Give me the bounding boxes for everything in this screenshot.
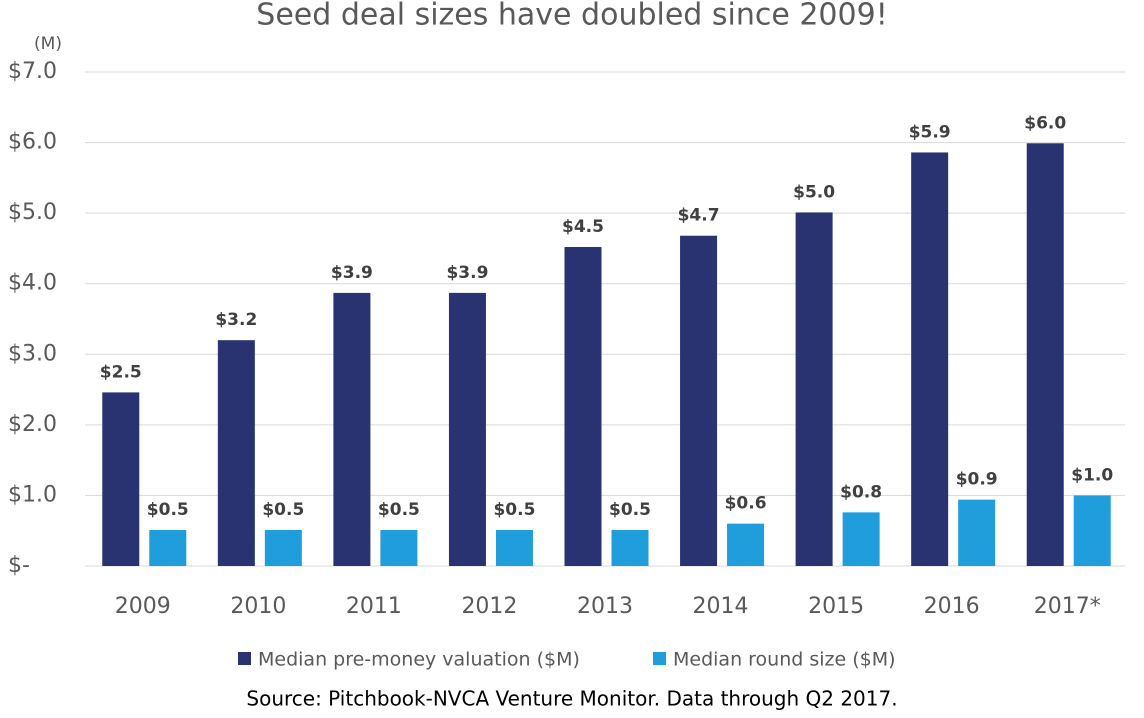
- y-unit-label: (M): [34, 34, 62, 54]
- x-tick-label: 2015: [808, 594, 864, 619]
- bar: [102, 392, 140, 566]
- bar: [380, 530, 418, 566]
- bar: [333, 292, 371, 566]
- data-label: $0.9: [956, 470, 998, 490]
- legend-label: Median round size ($M): [673, 649, 896, 671]
- data-label: $5.9: [909, 122, 951, 142]
- legend-label: Median pre-money valuation ($M): [258, 649, 580, 671]
- x-tick-label: 2013: [577, 594, 633, 619]
- data-label: $0.5: [262, 500, 304, 520]
- data-label: $3.9: [446, 263, 488, 283]
- bar: [564, 247, 602, 566]
- legend-swatch: [238, 652, 251, 665]
- y-tick-label: $3.0: [8, 341, 57, 366]
- data-label: $1.0: [1071, 465, 1113, 485]
- data-label: $0.5: [493, 500, 535, 520]
- bar: [264, 530, 302, 566]
- data-label: $0.6: [725, 494, 767, 514]
- x-tick-label: 2012: [461, 594, 517, 619]
- chart-title: Seed deal sizes have doubled since 2009!: [256, 0, 887, 33]
- x-tick-label: 2017*: [1034, 594, 1101, 619]
- data-label: $0.5: [609, 500, 651, 520]
- data-label: $5.0: [793, 182, 835, 202]
- y-tick-label: $-: [8, 553, 30, 578]
- y-tick-label: $6.0: [8, 130, 57, 155]
- x-tick-label: 2016: [924, 594, 980, 619]
- bar: [680, 235, 718, 566]
- data-label: $4.5: [562, 217, 604, 237]
- y-tick-label: $2.0: [8, 412, 57, 437]
- bar: [611, 530, 649, 566]
- data-label: $0.5: [378, 500, 420, 520]
- bar: [448, 292, 486, 566]
- bar: [1026, 143, 1064, 566]
- bar: [727, 523, 765, 566]
- bar: [217, 340, 255, 566]
- bar: [1073, 495, 1111, 566]
- y-tick-label: $7.0: [8, 59, 57, 84]
- y-tick-label: $1.0: [8, 482, 57, 507]
- data-label: $3.9: [331, 263, 373, 283]
- y-tick-label: $4.0: [8, 271, 57, 296]
- bar: [495, 530, 533, 566]
- data-label: $2.5: [100, 362, 142, 382]
- data-label: $0.5: [147, 500, 189, 520]
- x-tick-label: 2010: [230, 594, 286, 619]
- bar: [149, 530, 187, 566]
- legend-swatch: [653, 652, 666, 665]
- source-note: Source: Pitchbook-NVCA Venture Monitor. …: [246, 687, 897, 711]
- bar: [842, 512, 880, 566]
- data-label: $0.8: [840, 482, 882, 502]
- x-tick-label: 2009: [115, 594, 171, 619]
- data-label: $6.0: [1024, 113, 1066, 133]
- bar: [911, 152, 949, 567]
- data-label: $4.7: [678, 206, 720, 226]
- bar: [958, 499, 996, 566]
- y-tick-label: $5.0: [8, 200, 57, 225]
- bar: [795, 212, 833, 567]
- x-tick-label: 2011: [346, 594, 402, 619]
- x-tick-label: 2014: [693, 594, 749, 619]
- data-label: $3.2: [215, 310, 257, 330]
